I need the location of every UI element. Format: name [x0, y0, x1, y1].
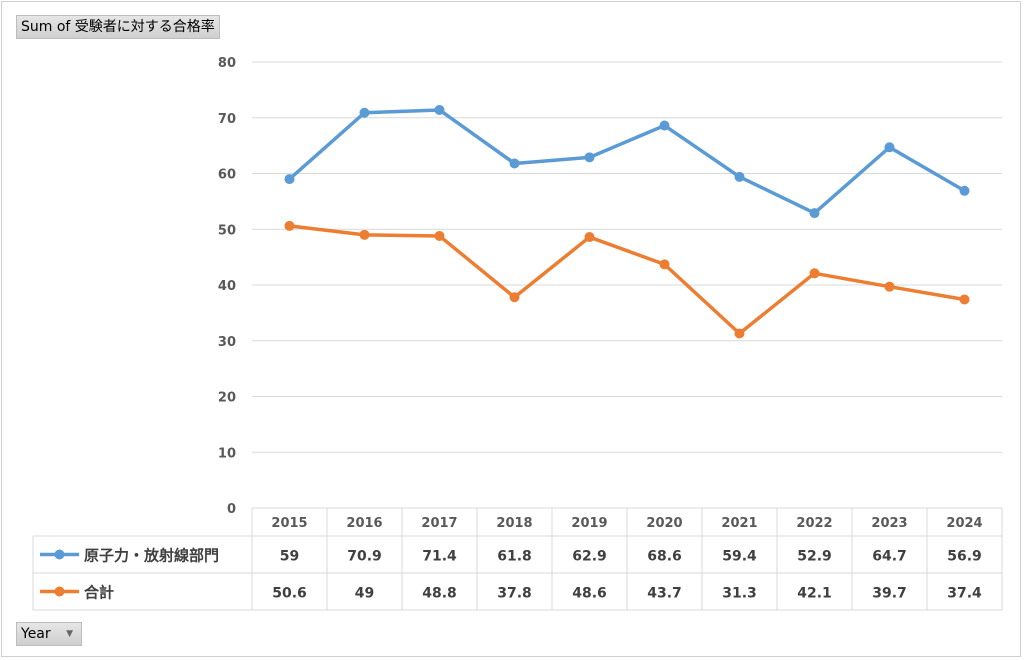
data-label: 68.6 [647, 549, 682, 565]
data-label: 48.6 [572, 586, 607, 602]
year-field-button[interactable]: Year ▼ [16, 622, 82, 646]
data-point [959, 185, 970, 196]
data-label: 39.7 [872, 586, 907, 602]
data-label: 62.9 [572, 549, 607, 565]
series-line [288, 108, 966, 215]
data-point [884, 281, 895, 292]
data-label: 48.8 [422, 586, 457, 602]
y-tick-label: 30 [218, 335, 236, 350]
data-point [584, 232, 595, 243]
y-tick-label: 0 [227, 502, 236, 517]
data-label: 59.4 [722, 549, 757, 565]
data-point [284, 220, 295, 231]
data-point [509, 292, 520, 303]
data-label: 37.8 [497, 586, 532, 602]
data-label: 37.4 [947, 586, 982, 602]
data-label: 61.8 [497, 549, 532, 565]
data-label: 56.9 [947, 549, 982, 565]
data-point [884, 142, 895, 153]
x-tick-label: 2018 [496, 516, 532, 531]
dropdown-arrow-icon[interactable]: ▼ [66, 629, 73, 639]
x-tick-label: 2017 [421, 516, 457, 531]
year-field-label: Year [21, 626, 51, 642]
data-point [359, 107, 370, 118]
data-label: 42.1 [797, 586, 832, 602]
legend-label: 原子力・放射線部門 [84, 547, 219, 565]
x-tick-label: 2021 [721, 516, 757, 531]
data-label: 59 [280, 549, 299, 565]
data-label: 71.4 [422, 549, 457, 565]
data-label: 43.7 [647, 586, 682, 602]
legend-label: 合計 [83, 584, 114, 602]
y-tick-label: 20 [218, 391, 236, 406]
data-point [284, 174, 295, 185]
data-label: 70.9 [347, 549, 382, 565]
value-field-button[interactable]: Sum of 受験者に対する合格率 [16, 15, 220, 39]
data-label: 64.7 [872, 549, 907, 565]
x-tick-label: 2015 [271, 516, 307, 531]
data-point [509, 158, 520, 169]
data-label: 52.9 [797, 549, 832, 565]
x-tick-label: 2023 [871, 516, 907, 531]
value-field-label: Sum of 受験者に対する合格率 [21, 19, 215, 35]
data-point [659, 120, 670, 131]
data-point [734, 328, 745, 339]
y-tick-label: 70 [218, 112, 236, 127]
data-label: 50.6 [272, 586, 307, 602]
x-tick-label: 2019 [571, 516, 607, 531]
y-tick-label: 10 [218, 446, 236, 461]
y-tick-label: 50 [218, 223, 236, 238]
data-point [434, 230, 445, 241]
data-point [734, 171, 745, 182]
data-point [434, 104, 445, 115]
y-tick-label: 60 [218, 168, 236, 183]
data-point [659, 259, 670, 270]
x-tick-label: 2020 [646, 516, 682, 531]
data-point [959, 294, 970, 305]
data-label: 49 [355, 586, 374, 602]
y-tick-label: 80 [218, 56, 236, 71]
x-tick-label: 2024 [946, 516, 982, 531]
x-tick-label: 2016 [346, 516, 382, 531]
series-line [289, 224, 965, 336]
data-point [584, 152, 595, 163]
legend-key-marker [54, 586, 65, 597]
y-tick-label: 40 [218, 279, 236, 294]
x-tick-label: 2022 [796, 516, 832, 531]
data-point [809, 208, 820, 219]
data-point [359, 229, 370, 240]
legend-key-marker [54, 549, 65, 560]
data-point [809, 268, 820, 279]
data-label: 31.3 [722, 586, 757, 602]
